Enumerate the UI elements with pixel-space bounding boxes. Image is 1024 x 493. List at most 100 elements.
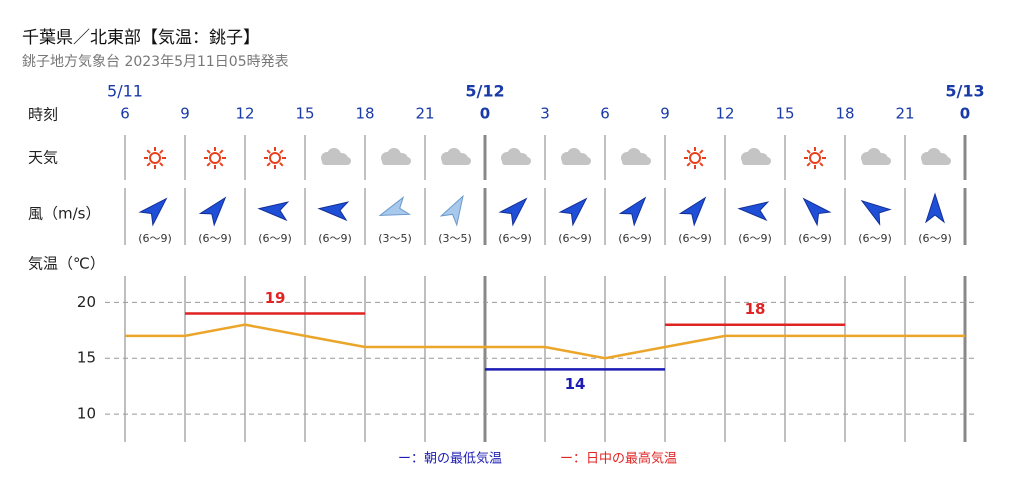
cloud-icon [321,148,351,165]
x-tick-label: 0 [960,105,970,123]
cloud-icon [561,148,591,165]
y-tick-label: 15 [77,349,96,367]
sun-ray [219,149,224,154]
y-tick-label: 20 [77,293,96,311]
wind-speed-label: (3～5) [438,232,472,245]
x-tick-label: 6 [600,105,610,123]
wind-speed-label: (6～9) [678,232,712,245]
sun-core [269,152,281,164]
y-tick-label: 10 [77,405,96,423]
x-tick-label: 18 [355,105,374,123]
row-label: 風（m/s） [28,205,100,223]
wind-speed-label: (6～9) [258,232,292,245]
x-tick-label: 21 [895,105,914,123]
wind-arrow [678,196,707,227]
x-tick-label: 6 [120,105,130,123]
sun-ray [159,149,164,154]
date-label: 5/12 [465,82,504,101]
x-tick-label: 21 [415,105,434,123]
x-tick-label: 12 [235,105,254,123]
wind-speed-label: (6～9) [798,232,832,245]
wind-speed-label: (6～9) [138,232,172,245]
sun-ray [206,149,211,154]
sun-ray [806,149,811,154]
wind-arrow [138,197,168,227]
wind-arrow [257,201,290,222]
cloud-part [502,159,530,165]
x-tick-label: 9 [660,105,670,123]
wind-arrow [198,196,227,227]
sun-ray [806,162,811,167]
sun-ray [686,149,691,154]
cloud-icon [501,148,531,165]
date-label: 5/11 [107,82,143,101]
chart-subtitle: 銚子地方気象台 2023年5月11日05時発表 [22,54,289,70]
wind-arrow [737,201,770,222]
cloud-icon [621,148,651,165]
wind-speed-label: (6～9) [498,232,532,245]
min_temp-label: 14 [565,375,586,393]
temperature-line [125,323,965,360]
cloud-part [622,159,650,165]
row-label: 時刻 [28,106,58,124]
cloud-icon [741,148,771,165]
x-tick-label: 3 [540,105,550,123]
wind-speed-label: (6～9) [858,232,892,245]
cloud-part [322,159,350,165]
sun-ray [266,162,271,167]
cloud-part [922,159,950,165]
x-tick-label: 0 [480,105,490,123]
wind-arrow [925,192,945,224]
x-tick-label: 15 [295,105,314,123]
wind-arrow [860,199,892,226]
row-label: 天気 [28,149,58,167]
wind-speed-label: (6～9) [318,232,352,245]
cloud-part [862,159,890,165]
wind-arrow [439,194,464,227]
cloud-part [382,159,410,165]
cloud-icon [381,148,411,165]
chart-title: 千葉県／北東部【気温：銚子】 [22,28,260,48]
sun-ray [699,162,704,167]
wind-arrow [317,201,350,222]
sun-ray [206,162,211,167]
sun-ray [279,149,284,154]
sun-icon [264,147,286,169]
wind-speed-label: (6～9) [618,232,652,245]
x-tick-label: 9 [180,105,190,123]
sun-core [809,152,821,164]
sun-core [209,152,221,164]
x-tick-label: 12 [715,105,734,123]
cloud-icon [441,148,471,165]
row-label: 気温（℃） [28,255,105,273]
sun-core [689,152,701,164]
sun-ray [146,162,151,167]
sun-ray [219,162,224,167]
sun-icon [204,147,226,169]
sun-icon [144,147,166,169]
x-tick-label: 15 [775,105,794,123]
wind-speed-label: (6～9) [198,232,232,245]
wind-arrow [802,197,832,227]
legend-min: ー：朝の最低気温 [398,451,502,467]
wind-arrow [618,196,647,227]
sun-ray [686,162,691,167]
sun-ray [819,149,824,154]
wind-speed-label: (3～5) [378,232,412,245]
cloud-part [562,159,590,165]
x-tick-label: 18 [835,105,854,123]
wind-speed-label: (6～9) [918,232,952,245]
sun-icon [804,147,826,169]
max_temp-label: 19 [265,289,286,307]
wind-speed-label: (6～9) [558,232,592,245]
sun-core [149,152,161,164]
cloud-icon [861,148,891,165]
sun-ray [699,149,704,154]
sun-ray [819,162,824,167]
date-label: 5/13 [945,82,984,101]
cloud-part [742,159,770,165]
cloud-part [442,159,470,165]
wind-speed-label: (6～9) [738,232,772,245]
